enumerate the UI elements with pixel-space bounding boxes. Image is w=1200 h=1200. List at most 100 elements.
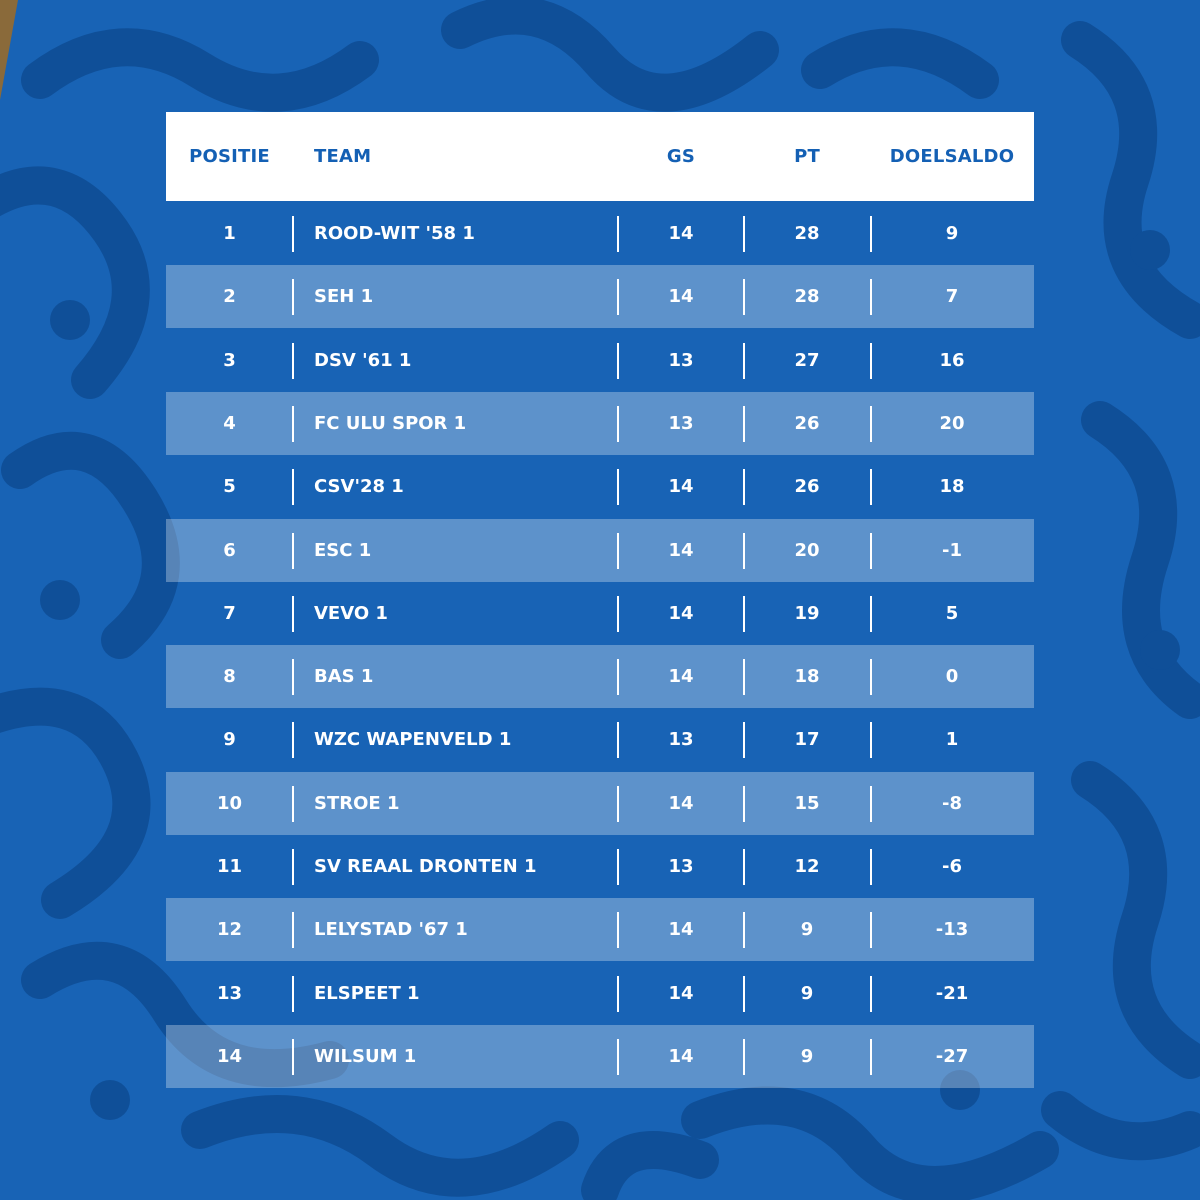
column-separator <box>617 532 619 569</box>
cell-team: WZC WAPENVELD 1 <box>314 729 512 751</box>
column-separator <box>870 342 872 379</box>
cell-pt: 26 <box>794 476 820 498</box>
cell-team: WILSUM 1 <box>314 1045 417 1067</box>
column-separator <box>870 405 872 442</box>
column-separator <box>292 975 294 1012</box>
table-row: 4 FC ULU SPOR 1 13 26 20 <box>166 391 1034 455</box>
cell-team: ELSPEET 1 <box>314 982 420 1004</box>
column-separator <box>617 405 619 442</box>
cell-team: SEH 1 <box>314 286 374 308</box>
table-row: 12 LELYSTAD '67 1 14 9 -13 <box>166 898 1034 962</box>
column-separator <box>870 785 872 822</box>
cell-gs: 14 <box>668 539 694 561</box>
cell-team: SV REAAL DRONTEN 1 <box>314 856 537 877</box>
cell-positie: 6 <box>223 539 236 561</box>
cell-team: FC ULU SPOR 1 <box>314 412 467 434</box>
header-gs: GS <box>666 146 696 167</box>
cell-doelsaldo: 0 <box>945 666 959 688</box>
column-separator <box>617 279 619 316</box>
table-row: 13 ELSPEET 1 14 9 -21 <box>166 962 1034 1025</box>
column-separator <box>292 1038 294 1075</box>
column-separator <box>292 722 294 759</box>
cell-positie: 4 <box>223 412 236 434</box>
cell-pt: 26 <box>794 412 820 434</box>
column-separator <box>617 659 619 696</box>
cell-positie: 5 <box>223 476 236 498</box>
column-separator <box>743 1038 745 1075</box>
cell-positie: 10 <box>216 792 243 814</box>
cell-positie: 9 <box>223 729 236 751</box>
column-separator <box>870 659 872 696</box>
header-positie: POSITIE <box>189 146 270 167</box>
column-separator <box>743 405 745 442</box>
table-row: 1 ROOD-WIT '58 1 14 28 9 <box>166 202 1034 265</box>
cell-positie: 11 <box>216 856 243 877</box>
cell-positie: 8 <box>223 666 236 688</box>
column-separator <box>292 659 294 696</box>
cell-pt: 20 <box>794 539 820 561</box>
cell-pt: 28 <box>794 223 820 244</box>
column-separator <box>617 216 619 252</box>
cell-team: LELYSTAD '67 1 <box>314 919 468 941</box>
column-separator <box>292 469 294 506</box>
table-row: 5 CSV'28 1 14 26 18 <box>166 455 1034 518</box>
cell-gs: 14 <box>668 919 694 941</box>
cell-pt: 19 <box>794 602 820 624</box>
column-separator <box>743 595 745 632</box>
column-separator <box>292 595 294 632</box>
column-separator <box>870 1038 872 1075</box>
cell-gs: 14 <box>668 666 694 688</box>
column-separator <box>870 216 872 252</box>
cell-doelsaldo: 20 <box>939 412 965 434</box>
column-separator <box>292 849 294 885</box>
cell-positie: 1 <box>223 223 236 244</box>
cell-pt: 18 <box>794 666 820 688</box>
column-separator <box>743 849 745 885</box>
cell-pt: 12 <box>794 856 820 877</box>
cell-doelsaldo: 9 <box>945 223 959 244</box>
column-separator <box>870 722 872 759</box>
table-row: 3 DSV '61 1 13 27 16 <box>166 329 1034 392</box>
column-separator <box>870 532 872 569</box>
cell-pt: 15 <box>794 792 820 814</box>
column-separator <box>292 342 294 379</box>
table-row: 2 SEH 1 14 28 7 <box>166 265 1034 329</box>
cell-gs: 14 <box>668 223 694 244</box>
column-separator <box>617 342 619 379</box>
column-separator <box>870 975 872 1012</box>
table-row: 10 STROE 1 14 15 -8 <box>166 771 1034 835</box>
column-separator <box>743 279 745 316</box>
column-separator <box>870 469 872 506</box>
cell-doelsaldo: -21 <box>935 982 969 1004</box>
column-separator <box>617 975 619 1012</box>
column-separator <box>617 912 619 949</box>
column-separator <box>292 532 294 569</box>
column-separator <box>743 469 745 506</box>
column-separator <box>617 1038 619 1075</box>
cell-doelsaldo: 16 <box>939 349 965 371</box>
table-row: 6 ESC 1 14 20 -1 <box>166 518 1034 582</box>
cell-gs: 14 <box>668 476 694 498</box>
cell-doelsaldo: 1 <box>945 729 959 751</box>
cell-team: ESC 1 <box>314 539 372 561</box>
cell-positie: 2 <box>223 286 236 308</box>
cell-doelsaldo: -1 <box>942 539 962 561</box>
column-separator <box>292 216 294 252</box>
column-separator <box>743 912 745 949</box>
column-separator <box>870 279 872 316</box>
cell-team: DSV '61 1 <box>314 349 412 371</box>
header-pt: PT <box>794 146 820 167</box>
column-separator <box>292 785 294 822</box>
cell-doelsaldo: -6 <box>942 856 962 877</box>
cell-team: STROE 1 <box>314 792 400 814</box>
cell-pt: 28 <box>794 286 820 308</box>
table-row: 8 BAS 1 14 18 0 <box>166 645 1034 709</box>
column-separator <box>292 912 294 949</box>
column-separator <box>870 849 872 885</box>
column-separator <box>617 469 619 506</box>
cell-doelsaldo: -27 <box>935 1045 969 1067</box>
cell-gs: 14 <box>668 792 694 814</box>
cell-team: CSV'28 1 <box>314 476 404 498</box>
cell-positie: 14 <box>216 1045 243 1067</box>
header-doelsaldo: DOELSALDO <box>889 146 1015 167</box>
